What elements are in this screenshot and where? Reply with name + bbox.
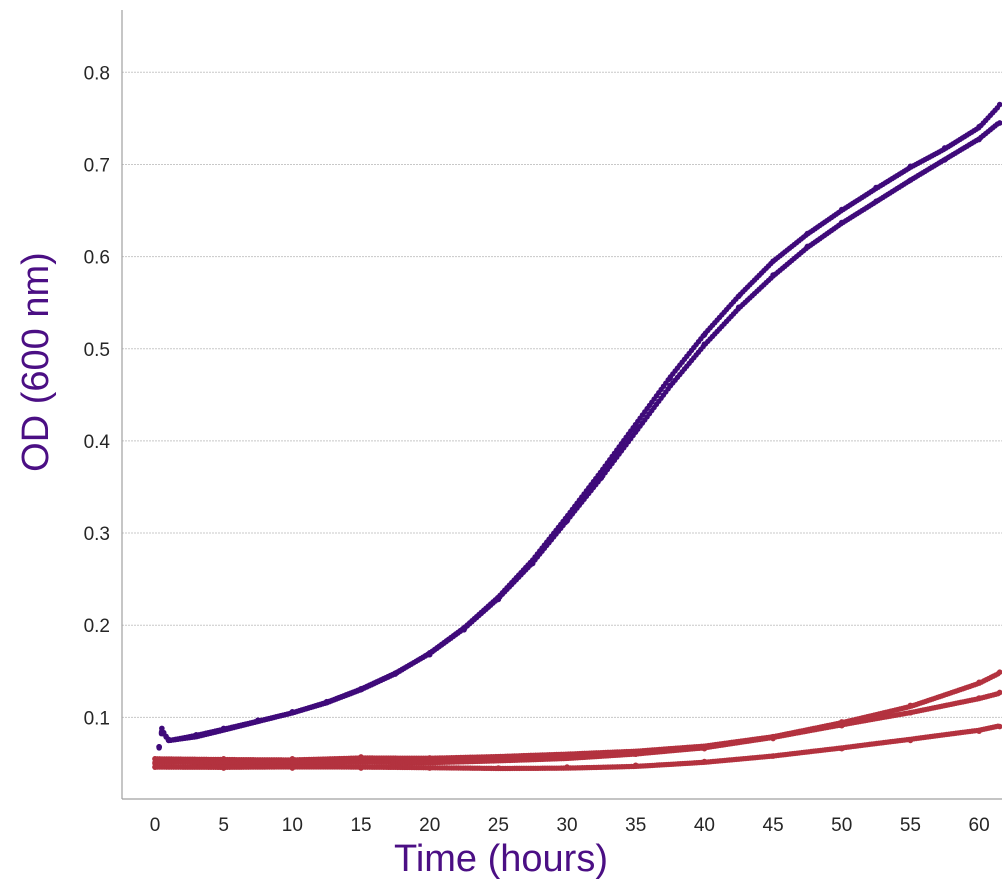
axes	[121, 10, 1002, 800]
data-point	[156, 744, 162, 750]
series-points	[152, 101, 1002, 772]
y-tick-label: 0.8	[84, 63, 110, 84]
y-tick-label: 0.1	[84, 708, 110, 729]
data-point	[995, 671, 1001, 677]
y-tick-label: 0.3	[84, 524, 110, 545]
data-point	[994, 105, 1001, 111]
x-tick-label: 20	[419, 815, 440, 836]
x-tick-label: 5	[218, 815, 229, 836]
x-tick-label: 35	[625, 815, 646, 836]
x-axis-title: Time (hours)	[394, 838, 608, 880]
y-tick-label: 0.5	[84, 340, 110, 361]
series-purple-0	[156, 120, 1002, 751]
y-axis-title: OD (600 nm)	[15, 252, 57, 472]
data-point	[994, 121, 1001, 127]
x-tick-label: 60	[969, 815, 990, 836]
series-red-3	[152, 689, 1002, 767]
x-tick-label: 25	[488, 815, 509, 836]
x-tick-label: 0	[150, 815, 161, 836]
x-tick-label: 55	[900, 815, 921, 836]
data-point	[995, 723, 1001, 729]
x-tick-label: 10	[282, 815, 303, 836]
data-point	[995, 691, 1001, 697]
y-tick-label: 0.2	[84, 616, 110, 637]
y-tick-label: 0.7	[84, 155, 110, 176]
series-purple-1	[156, 101, 1002, 750]
y-tick-label: 0.6	[84, 248, 110, 269]
x-tick-label: 50	[831, 815, 852, 836]
tick-labels: 0.1 0.2 0.3 0.4 0.5 0.6 0.7 0.8 0 5 10 15 20 25 30 35 40…	[84, 63, 990, 836]
x-tick-label: 15	[350, 815, 371, 836]
series-red-4	[152, 723, 1002, 772]
x-tick-label: 45	[763, 815, 784, 836]
gridlines	[122, 71, 1002, 718]
x-tick-label: 40	[694, 815, 715, 836]
x-tick-label: 30	[556, 815, 577, 836]
y-tick-label: 0.4	[84, 432, 111, 453]
